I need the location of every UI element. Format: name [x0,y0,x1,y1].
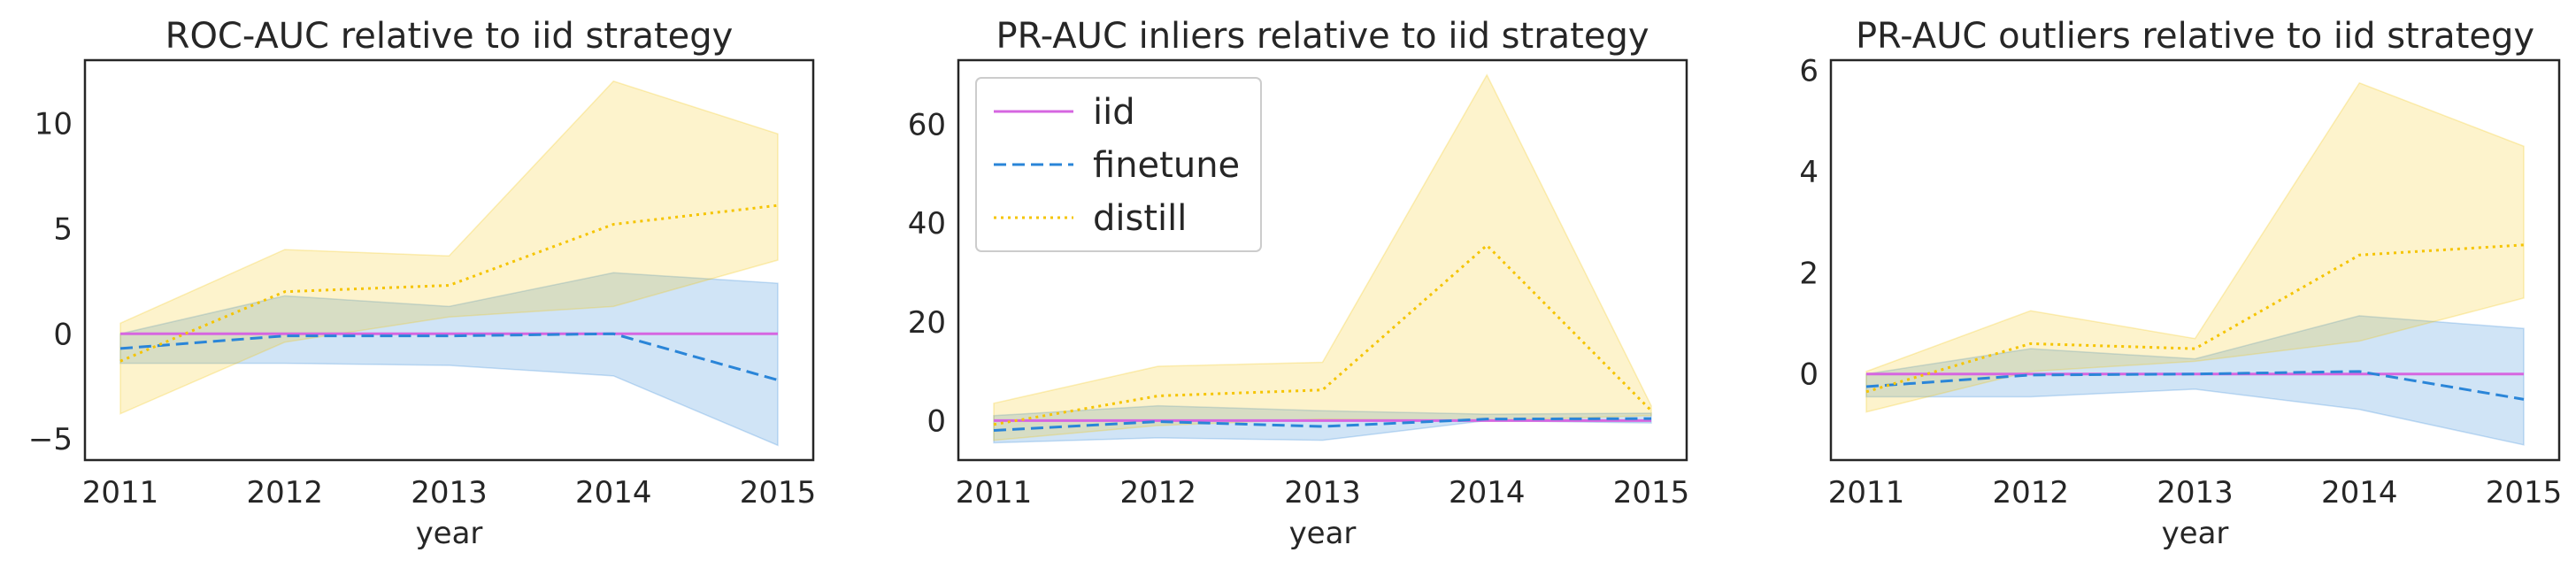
x-tick-label: 2013 [411,475,488,510]
chart-panel-2: PR-AUC inliers relative to iid strategy 2… [908,16,1690,551]
series-line-finetune [119,332,779,382]
x-tick-label: 2011 [1828,475,1905,510]
x-tick-label: 2012 [246,475,323,510]
y-tick-label: 60 [908,108,946,143]
chart-panel-1: ROC-AUC relative to iid strategy 2011 2012… [28,16,816,551]
series-line-distill [119,203,779,363]
y-tick-label: 0 [927,403,946,439]
x-axis-label: year [2162,516,2229,551]
x-axis-label: year [416,516,483,551]
y-tick-label: 10 [35,106,73,142]
chart-title: PR-AUC inliers relative to iid strategy [996,16,1649,57]
y-tick-label: 0 [53,317,73,352]
x-axis-label: year [1289,516,1357,551]
confidence-band-finetune [993,404,1652,444]
confidence-band-distill [1865,81,2525,413]
x-tick-label: 2014 [575,475,652,510]
legend-label-iid: iid [1093,92,1135,133]
x-tick-label: 2013 [1284,475,1361,510]
y-tick-label: 5 [53,211,73,247]
y-tick-label: 2 [1799,256,1819,291]
x-tick-label: 2015 [1613,475,1690,510]
y-tick-label: 0 [1799,357,1819,393]
legend: iid finetune distill [975,77,1262,252]
chart-title: ROC-AUC relative to iid strategy [165,16,734,57]
x-tick-label: 2012 [1992,475,2069,510]
series-line-finetune [993,417,1652,433]
series-line-finetune [1865,370,2525,401]
confidence-band-distill [119,80,779,415]
x-tick-label: 2014 [2321,475,2398,510]
y-tick-label: 4 [1799,155,1819,190]
x-tick-label: 2012 [1119,475,1196,510]
y-tick-label: −5 [28,422,73,457]
chart-title: PR-AUC outliers relative to iid strategy [1856,16,2534,57]
x-tick-label: 2011 [82,475,159,510]
y-tick-label: 20 [908,305,946,341]
axes-frame [83,58,815,462]
legend-box [975,77,1262,252]
x-tick-label: 2015 [740,475,817,510]
chart-panel-3: PR-AUC outliers relative to iid strategy… [1799,16,2562,551]
x-tick-label: 2014 [1449,475,1526,510]
legend-label-finetune: finetune [1093,145,1240,186]
x-tick-label: 2015 [2486,475,2563,510]
x-tick-label: 2011 [956,475,1033,510]
confidence-band-finetune [1865,315,2525,446]
axes-frame [1829,58,2561,462]
series-line-distill [1865,243,2525,394]
confidence-band-distill [993,73,1652,441]
y-tick-label: 40 [908,206,946,242]
confidence-band-finetune [119,272,779,447]
y-tick-label: 6 [1799,53,1819,88]
x-tick-label: 2013 [2157,475,2234,510]
axes-frame [957,58,1688,462]
legend-label-distill: distill [1093,198,1187,239]
